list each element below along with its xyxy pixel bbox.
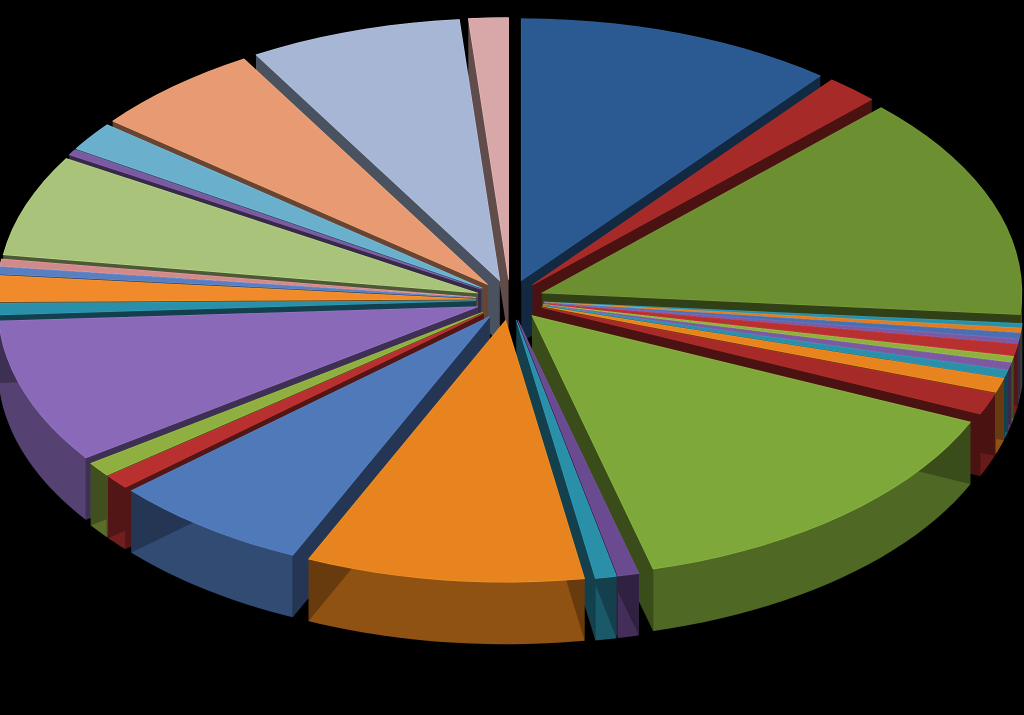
pie-slice-top	[532, 79, 873, 286]
pie-slice-top	[68, 149, 482, 290]
pie-slice-top	[517, 319, 640, 577]
pie-slice-rim	[308, 559, 585, 645]
pie-slice-top	[2, 158, 479, 294]
pie-slice-top	[90, 311, 483, 476]
pie-slice-rim	[0, 330, 86, 520]
pie-slice-top	[0, 300, 477, 316]
pie-slice-top	[0, 258, 477, 298]
pie-slice-top	[542, 305, 1005, 393]
pie-slice-top	[75, 124, 483, 289]
pie-slice-top	[543, 303, 1019, 357]
pie-slice-14	[531, 315, 972, 632]
pie-slice-top	[542, 305, 1009, 378]
pie-slice-top	[543, 302, 1021, 340]
pie-slice-top	[531, 315, 972, 570]
pie-slice-top	[543, 301, 1023, 329]
pie-slice-top	[516, 319, 617, 579]
pie-slice-top	[543, 301, 1022, 333]
pie-slice-top	[0, 275, 477, 302]
pie-slice-top	[307, 319, 585, 583]
pie-slice-top	[543, 304, 1014, 363]
pie-slice-top	[541, 307, 996, 415]
pie-slice-top	[540, 107, 1023, 315]
pie-slice-wall	[468, 18, 509, 342]
pie-slice-top	[0, 266, 477, 299]
pie-slice-top	[543, 302, 1020, 344]
pie-slice-top	[130, 316, 491, 556]
pie-slice-top	[255, 19, 501, 282]
pie-slice-rim	[653, 422, 971, 632]
pie-slice-17	[307, 319, 585, 645]
pie-slice-top	[467, 17, 509, 280]
pie-slice-top	[543, 304, 1012, 371]
pie-slice-top	[112, 58, 488, 285]
pie-slice-top	[0, 306, 479, 459]
pie-slice-top	[520, 18, 821, 282]
pie-slice-31	[467, 17, 509, 342]
pie-slice-top	[107, 312, 485, 488]
